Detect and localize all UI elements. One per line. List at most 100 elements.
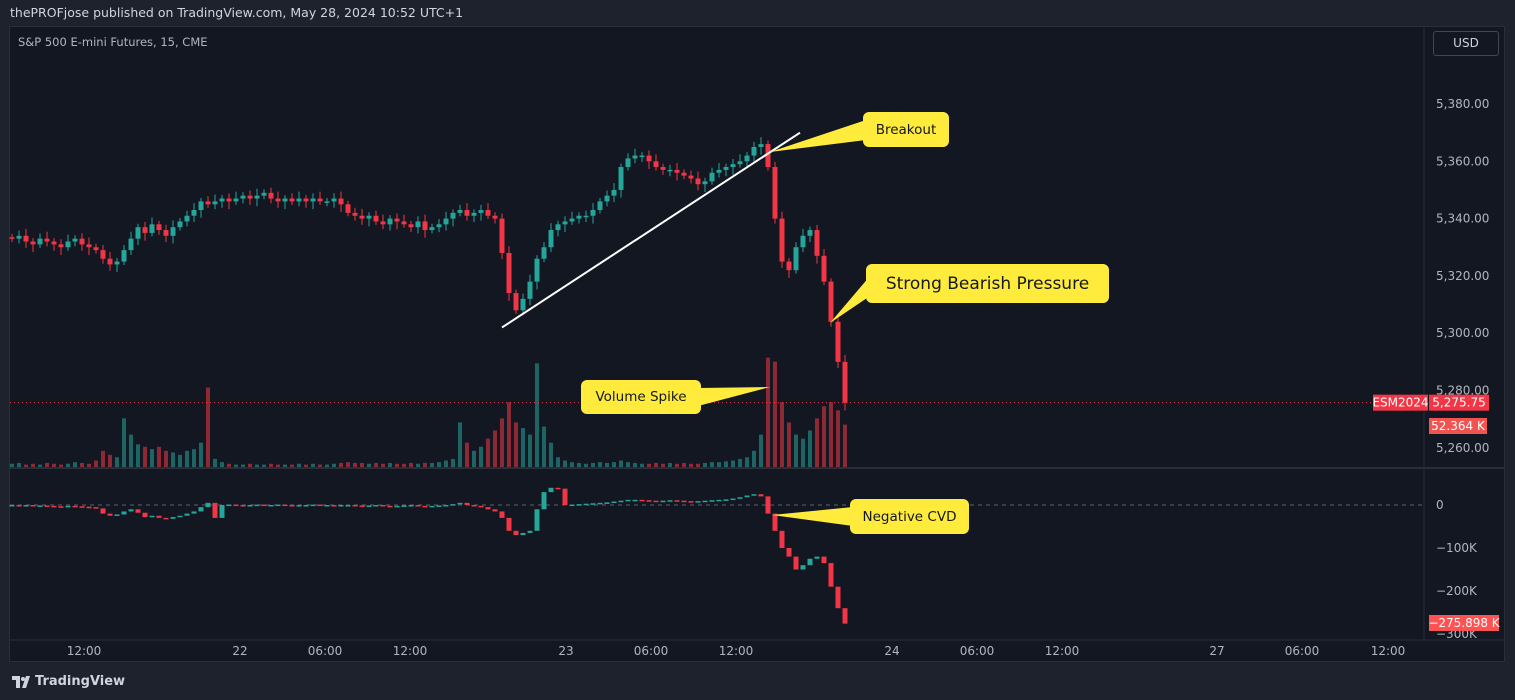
time-tick-label: 22 xyxy=(232,644,247,658)
volume-bar xyxy=(507,402,511,467)
volume-bar xyxy=(332,463,336,467)
cvd-candle xyxy=(142,512,148,518)
time-tick-label: 06:00 xyxy=(960,644,995,658)
candle-body xyxy=(303,198,309,202)
cvd-candle xyxy=(317,504,323,507)
candle-body xyxy=(296,198,302,202)
volume-bar xyxy=(794,434,798,467)
volume-bar xyxy=(759,434,763,467)
candle-body xyxy=(233,198,239,202)
time-tick-label: 12:00 xyxy=(719,644,754,658)
candle-body xyxy=(93,247,99,251)
last-price-tag-bg xyxy=(1429,394,1489,411)
candle-body xyxy=(121,250,127,262)
volume-bar xyxy=(808,430,812,467)
volume-bar xyxy=(843,424,847,467)
volume-bar xyxy=(87,463,91,467)
cvd-candle xyxy=(779,530,785,548)
candle-body xyxy=(786,261,792,271)
cvd-candle xyxy=(170,517,176,519)
candle-body xyxy=(604,195,610,202)
cvd-candle xyxy=(583,503,589,506)
volume-bar xyxy=(374,462,378,467)
volume-bar xyxy=(647,463,651,467)
candle-body xyxy=(793,247,799,271)
volume-bar xyxy=(143,446,147,467)
cvd-candle xyxy=(499,511,505,518)
volume-bar xyxy=(262,464,266,467)
cvd-candle xyxy=(527,530,533,533)
cvd-tick-label: −200K xyxy=(1436,584,1478,598)
chart-frame[interactable] xyxy=(9,26,1505,662)
cvd-candle xyxy=(618,500,624,503)
volume-bar xyxy=(738,458,742,467)
volume-bar xyxy=(675,463,679,467)
candle-body xyxy=(128,238,134,251)
volume-bar xyxy=(458,422,462,467)
currency-button[interactable]: USD xyxy=(1433,31,1499,56)
candle-body xyxy=(86,244,92,248)
cvd-candle xyxy=(51,505,57,508)
volume-bar xyxy=(150,449,154,467)
candle-body xyxy=(219,198,225,202)
cvd-candle xyxy=(513,530,519,536)
volume-bar xyxy=(185,450,189,467)
candle-body xyxy=(156,224,162,231)
bearish-pressure-pointer xyxy=(830,276,870,323)
cvd-candle xyxy=(331,505,337,507)
volume-bar xyxy=(493,430,497,467)
candle-body xyxy=(408,224,414,228)
cvd-candle xyxy=(387,505,393,508)
volume-bar xyxy=(416,463,420,467)
cvd-candle xyxy=(758,494,764,497)
volume-bar xyxy=(724,461,728,467)
price-tick-label: 5,260.00 xyxy=(1436,441,1489,455)
volume-bar xyxy=(353,462,357,467)
cvd-candle xyxy=(611,501,617,504)
candle-body xyxy=(758,144,764,147)
cvd-candle xyxy=(492,509,498,512)
candle-body xyxy=(436,224,442,228)
last-price-tag: 5,275.75 xyxy=(1432,396,1485,410)
price-tick-label: 5,360.00 xyxy=(1436,154,1489,168)
symbol-title: S&P 500 E-mini Futures, 15, CME xyxy=(18,35,208,49)
candle-body xyxy=(779,218,785,262)
cvd-candle xyxy=(177,515,183,518)
price-tick-label: 5,320.00 xyxy=(1436,269,1489,283)
volume-bar xyxy=(31,463,35,467)
volume-bar xyxy=(563,460,567,467)
volume-bar xyxy=(717,462,721,467)
volume-bar xyxy=(829,402,833,467)
cvd-candle xyxy=(226,504,232,507)
candle-body xyxy=(555,224,561,231)
cvd-candle xyxy=(730,498,736,501)
candle-body xyxy=(506,252,512,294)
candle-body xyxy=(359,215,365,219)
cvd-candle xyxy=(821,556,827,564)
tradingview-logo[interactable]: TradingView xyxy=(12,674,125,689)
candle-body xyxy=(429,227,435,231)
volume-bar xyxy=(752,450,756,467)
candle-body xyxy=(730,164,736,168)
cvd-candle xyxy=(198,507,204,512)
candle-body xyxy=(709,172,715,182)
candle-body xyxy=(114,261,120,265)
candle-body xyxy=(534,258,540,282)
cvd-candle xyxy=(205,502,211,508)
volume-bar xyxy=(815,418,819,467)
candle-body xyxy=(422,221,428,231)
cvd-candle xyxy=(478,505,484,508)
price-tick-label: 5,300.00 xyxy=(1436,326,1489,340)
volume-bar xyxy=(654,462,658,467)
volume-bar xyxy=(122,418,126,467)
cvd-candle xyxy=(443,505,449,507)
volume-bar xyxy=(234,464,238,467)
candle-body xyxy=(240,195,246,199)
cvd-candle xyxy=(163,517,169,520)
candle-body xyxy=(632,155,638,159)
cvd-candle xyxy=(625,499,631,502)
cvd-candle xyxy=(828,563,834,587)
symbol-price-tag-bg xyxy=(1373,394,1428,411)
candle-body xyxy=(331,198,337,202)
